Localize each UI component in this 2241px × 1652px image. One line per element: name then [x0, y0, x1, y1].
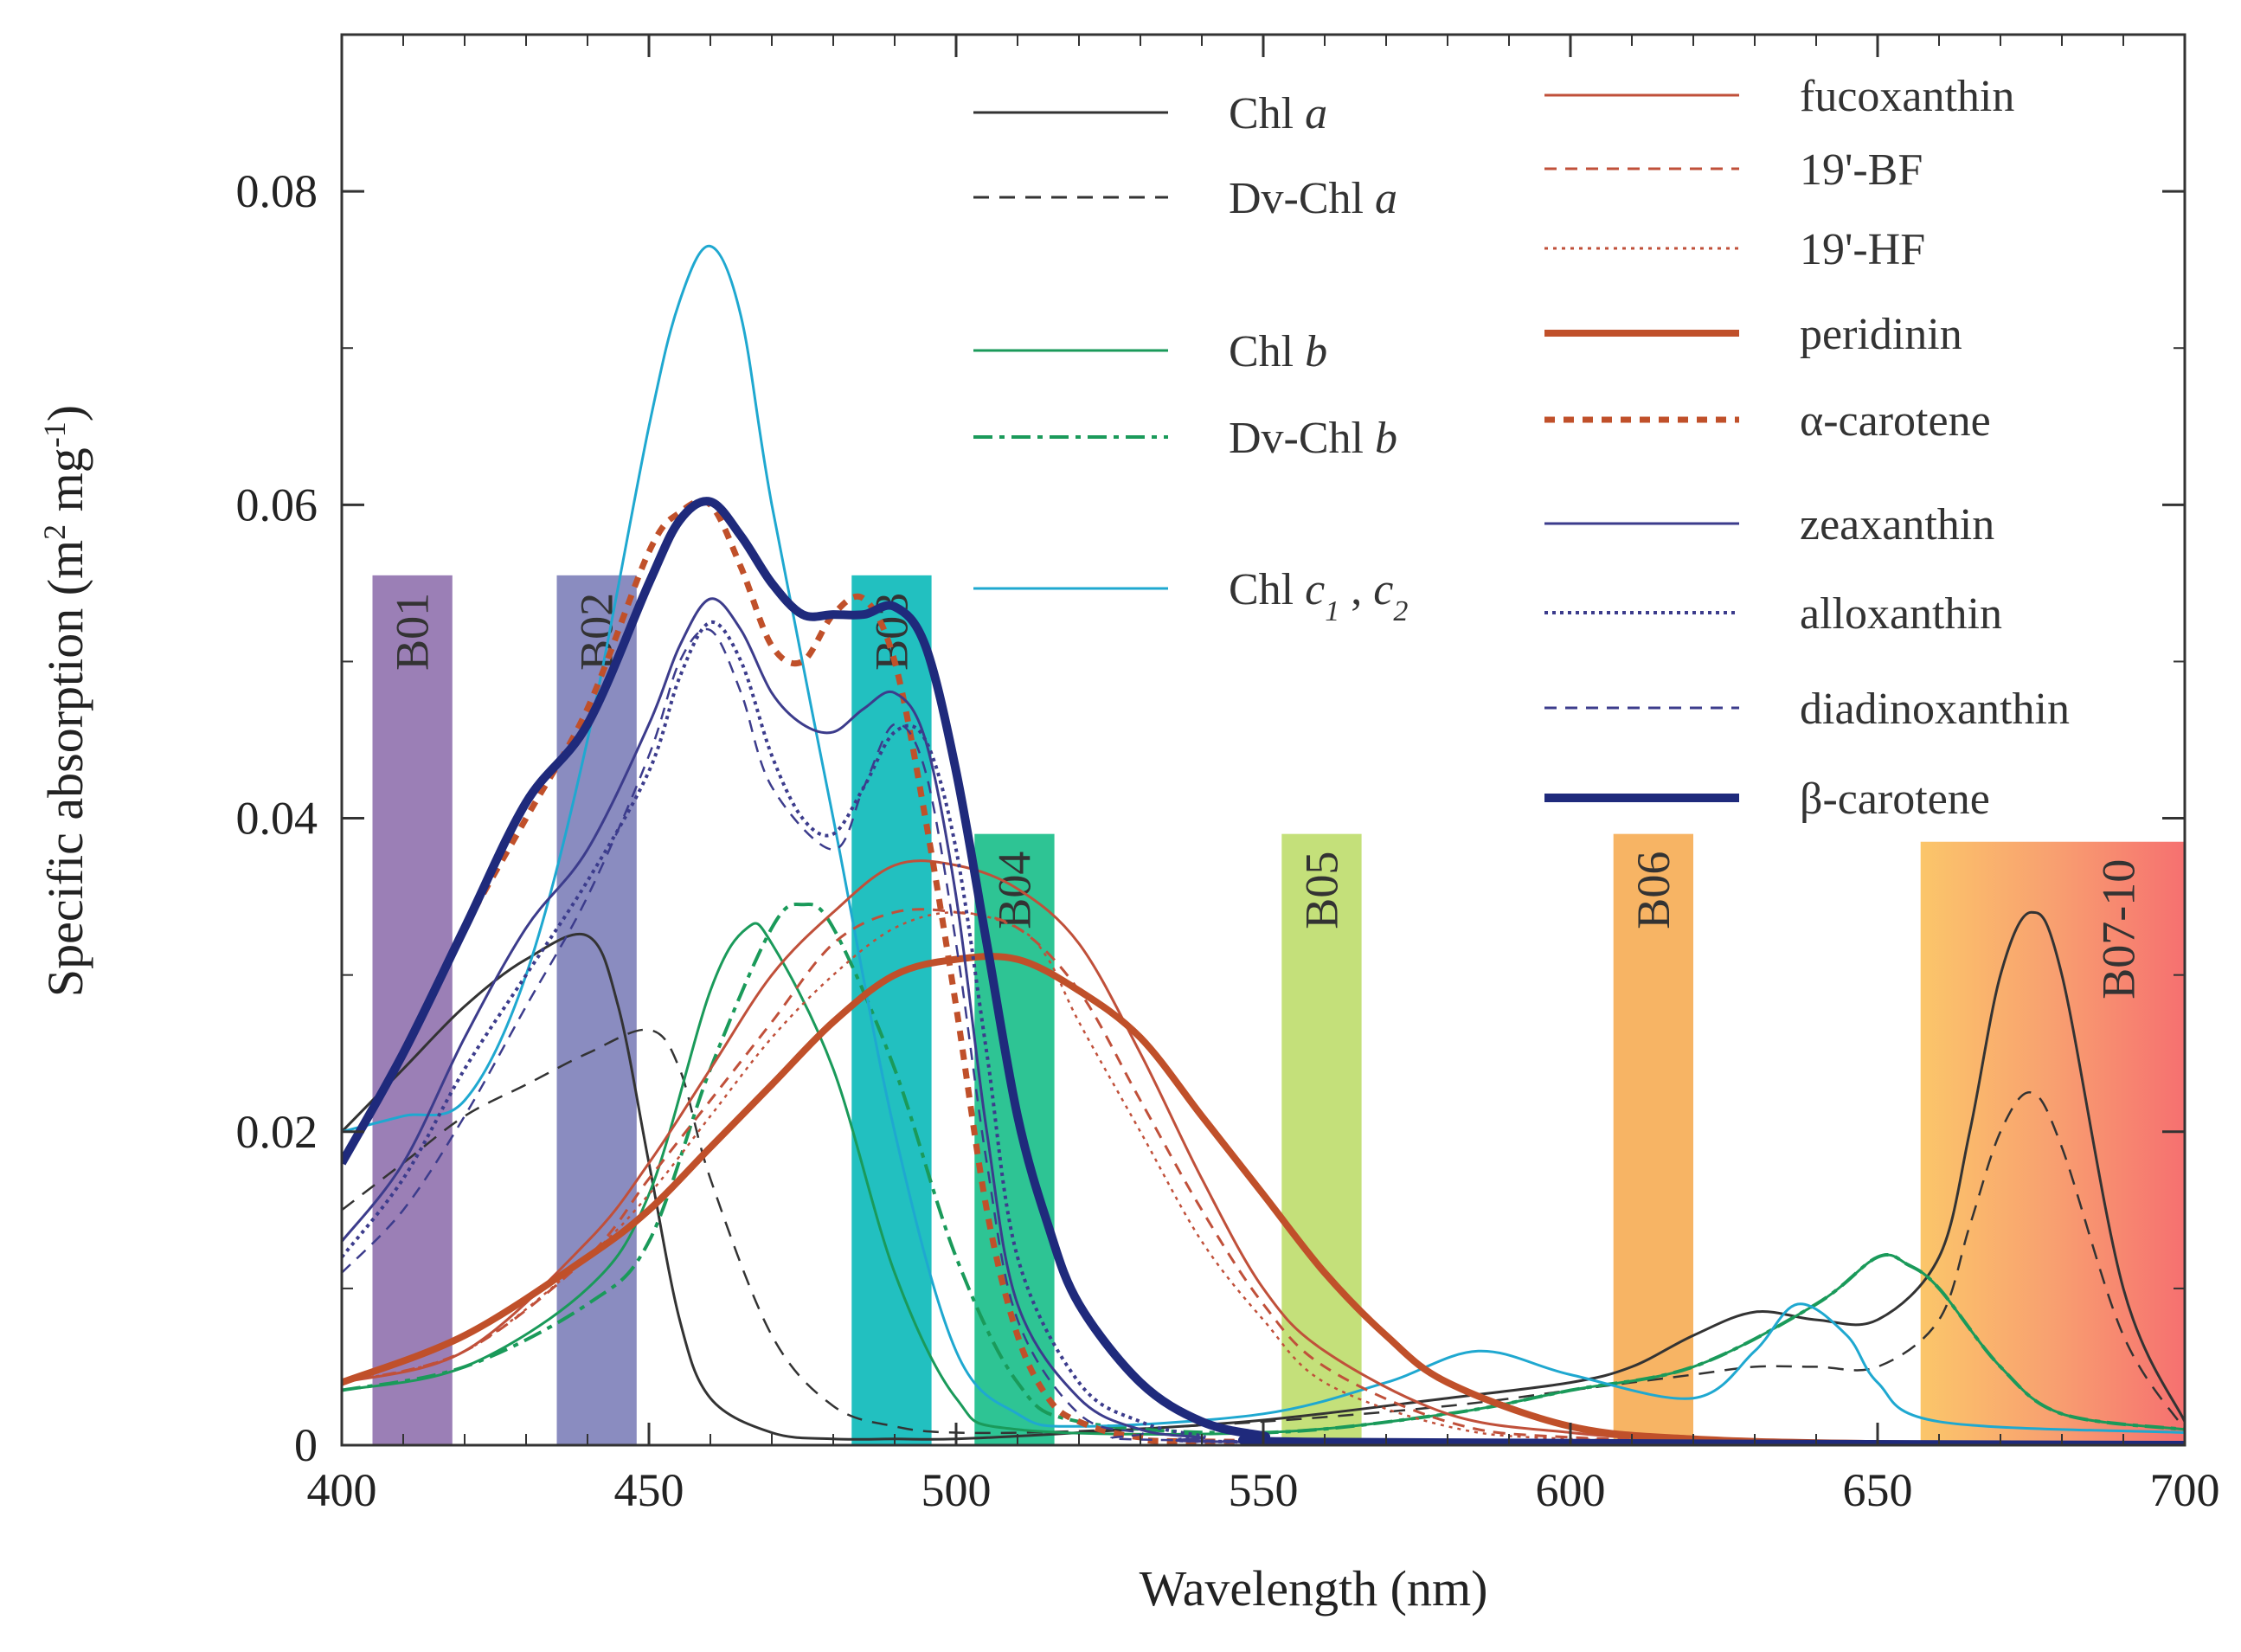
- legend-label-text: β-carotene: [1800, 775, 1990, 824]
- legend-label-chl-b: Chl b: [1229, 327, 1327, 376]
- legend-label-text: peridinin: [1800, 310, 1962, 359]
- y-tick-label: 0: [294, 1419, 318, 1471]
- series-line-chl-a: [342, 910, 2185, 1441]
- legend-label-text: α-carotene: [1800, 396, 1991, 446]
- y-axis-title-part: Specific absorption (m: [37, 540, 93, 997]
- series-line-peridinin: [342, 953, 2185, 1445]
- legend-label-dv-chl-b: Dv-Chl b: [1229, 414, 1397, 463]
- band-label-b07-10: B07-10: [2093, 859, 2145, 1000]
- legend-label-text: Chl: [1229, 565, 1305, 614]
- band-label-b05: B05: [1295, 852, 1347, 929]
- x-tick-label: 650: [1843, 1464, 1913, 1516]
- series-line-19-hf: [342, 910, 2185, 1445]
- series-layer: [342, 244, 2185, 1445]
- legend-label-chl-c1-c2: Chl c1 , c2: [1229, 565, 1408, 627]
- y-axis-title-part: ): [37, 405, 93, 421]
- legend-label-italic: c: [1373, 565, 1393, 614]
- y-axis-label: Specific absorption (m2 mg-1): [37, 405, 93, 997]
- legend-label-19-bf: 19'-BF: [1800, 145, 1923, 195]
- y-axis-title-part: -1: [37, 421, 72, 447]
- legend-label-italic: a: [1375, 174, 1397, 223]
- y-axis-title-text: Specific absorption (m2 mg-1): [37, 405, 93, 997]
- y-tick-label: 0.06: [236, 479, 318, 530]
- legend-label-sub: 1: [1325, 595, 1339, 627]
- x-axis-label: Wavelength (nm): [1140, 1560, 1488, 1617]
- legend-label-alloxanthin: alloxanthin: [1800, 589, 2002, 639]
- legend-label-dv-chl-a: Dv-Chl a: [1229, 174, 1397, 223]
- band-b03: [851, 575, 932, 1445]
- legend-label-19-hf: 19'-HF: [1800, 225, 1925, 274]
- legend-label-sep: ,: [1339, 565, 1373, 614]
- legend-label-peridinin: peridinin: [1800, 310, 1962, 359]
- legend-label-text: 19'-HF: [1800, 225, 1925, 274]
- band-label-b06: B06: [1628, 852, 1679, 929]
- legend-label-italic: a: [1305, 89, 1327, 138]
- legend-label-italic: b: [1375, 414, 1397, 463]
- ticks-layer: 400 450 500 550 600 650 700 0 0.02 0.04 0.06 0.08: [236, 35, 2220, 1516]
- legend-label-diadinoxanthin: diadinoxanthin: [1800, 685, 2070, 734]
- x-tick-label: 550: [1229, 1464, 1299, 1516]
- legend-label-text: diadinoxanthin: [1800, 685, 2070, 734]
- legend-label-italic: b: [1305, 327, 1327, 376]
- legend-label-sub: 2: [1393, 595, 1408, 627]
- band-label-b04: B04: [988, 852, 1040, 929]
- band-b01: [372, 575, 453, 1445]
- legend-label-text: Chl: [1229, 327, 1305, 376]
- y-axis-title-part: 2: [37, 524, 72, 540]
- legend-label-text: alloxanthin: [1800, 589, 2002, 639]
- legend-label-text: fucoxanthin: [1800, 72, 2014, 121]
- legend-label-text: zeaxanthin: [1800, 500, 1994, 550]
- legend-label-italic: c: [1305, 565, 1325, 614]
- y-axis-title-part: mg: [37, 447, 93, 524]
- series-line-dv-chl-b: [342, 902, 2185, 1435]
- y-tick-label: 0.04: [236, 793, 318, 845]
- legend-label-text: Dv-Chl: [1229, 174, 1375, 223]
- legend-label-zeaxanthin: zeaxanthin: [1800, 500, 1994, 550]
- x-tick-label: 400: [307, 1464, 377, 1516]
- series-line-alloxanthin: [342, 620, 2185, 1445]
- y-tick-label: 0.02: [236, 1106, 318, 1158]
- legend-label-fucoxanthin: fucoxanthin: [1800, 72, 2014, 121]
- legend-label-text: Chl: [1229, 89, 1305, 138]
- x-tick-label: 700: [2150, 1464, 2220, 1516]
- x-tick-label: 500: [921, 1464, 992, 1516]
- x-tick-label: 600: [1536, 1464, 1606, 1516]
- x-tick-label: 450: [614, 1464, 684, 1516]
- legend-label-α-carotene: α-carotene: [1800, 396, 1991, 446]
- band-label-b01: B01: [387, 593, 439, 671]
- series-line-dv-chl-a: [342, 1028, 2185, 1435]
- legend-label-β-carotene: β-carotene: [1800, 775, 1990, 824]
- legend-label-text: Dv-Chl: [1229, 414, 1375, 463]
- legend-label-chl-a: Chl a: [1229, 89, 1327, 138]
- band-b07-10: [1920, 841, 2185, 1445]
- legend-label-text: 19'-BF: [1800, 145, 1923, 195]
- y-tick-label: 0.08: [236, 165, 318, 217]
- band-b02: [556, 575, 637, 1445]
- series-line-diadinoxanthin: [342, 627, 2185, 1445]
- series-line-chl-c1-c2: [342, 244, 2185, 1434]
